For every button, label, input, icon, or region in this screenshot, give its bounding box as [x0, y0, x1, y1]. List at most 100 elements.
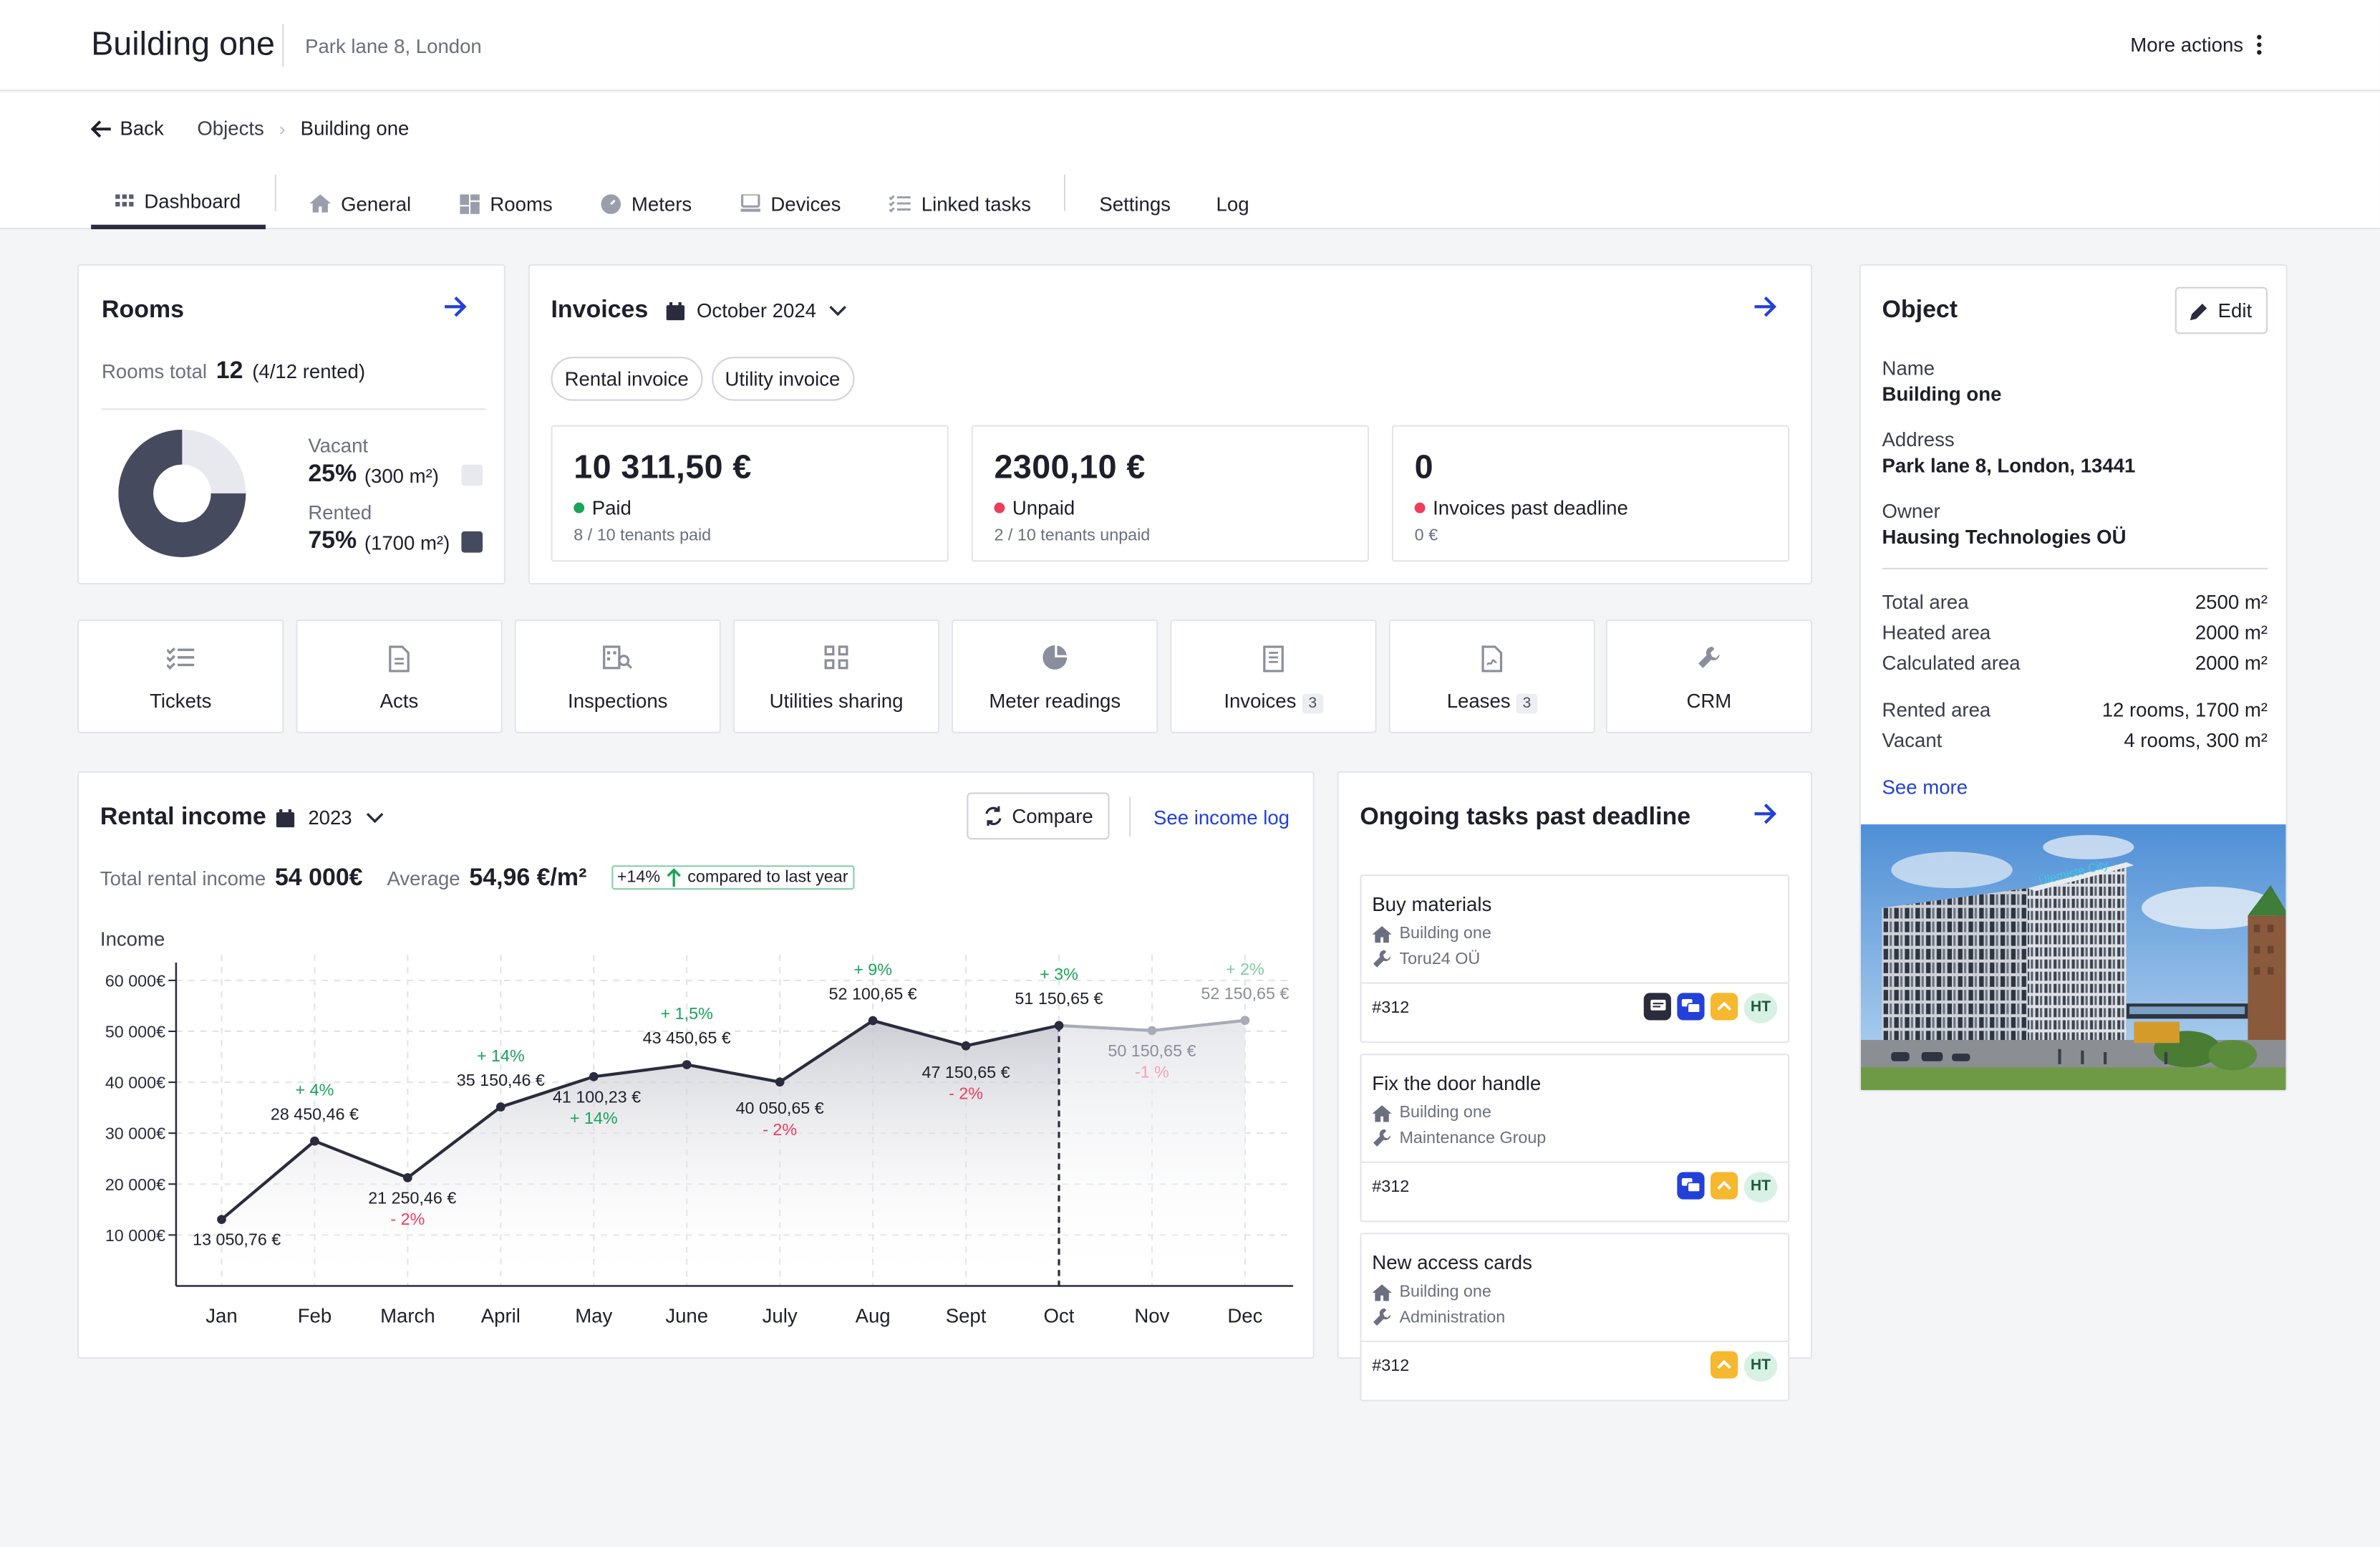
task-id: #312: [1372, 998, 1410, 1017]
unpaid-dot: [994, 502, 1005, 514]
tab-settings[interactable]: Settings: [1075, 163, 1194, 229]
tab-devices[interactable]: Devices: [716, 163, 865, 229]
data-point: [217, 1215, 226, 1225]
data-point: [1054, 1021, 1064, 1031]
vacant-area: (300 m²): [364, 463, 439, 487]
field-label: Address: [1882, 428, 1955, 451]
breadcrumb-objects[interactable]: Objects: [197, 117, 264, 140]
tab-meters[interactable]: Meters: [577, 163, 716, 229]
tile-tickets[interactable]: Tickets: [77, 619, 284, 733]
breadcrumb-current: Building one: [300, 117, 410, 140]
tile-badge: 3: [1516, 693, 1537, 714]
x-tick-label: Dec: [1227, 1304, 1262, 1326]
tile-leases[interactable]: Leases 3: [1388, 619, 1595, 733]
filter-utility-invoice[interactable]: Utility invoice: [711, 357, 854, 401]
see-more-link[interactable]: See more: [1882, 776, 1968, 799]
tab-rooms[interactable]: Rooms: [435, 163, 577, 229]
pencil-icon: [2190, 302, 2207, 320]
income-line-chart: 10 000€ 20 000€ 30 000€ 40 000€ 50 000€ 60 00…: [105, 955, 1294, 1326]
chevron-down-icon: [828, 304, 846, 316]
see-income-log-link[interactable]: See income log: [1153, 806, 1290, 829]
task-title: Buy materials: [1372, 892, 1492, 916]
data-label: 47 150,65 €: [922, 1063, 1010, 1081]
tile-label: CRM: [1686, 689, 1732, 713]
tile-acts[interactable]: Acts: [296, 619, 503, 733]
tab-log[interactable]: Log: [1195, 163, 1274, 229]
chart-ylabel: Income: [100, 927, 165, 950]
unpaid-amount: 2300,10 €: [994, 448, 1146, 486]
tab-general[interactable]: General: [285, 163, 435, 229]
compare-button[interactable]: Compare: [967, 792, 1110, 840]
y-tick-label: 30 000€: [105, 1124, 165, 1143]
period-select[interactable]: October 2024: [666, 299, 847, 322]
total-income-value: 54 000€: [274, 865, 363, 892]
tile-label: Leases: [1446, 689, 1511, 713]
tab-label: General: [341, 192, 412, 215]
tile-meter-readings[interactable]: Meter readings: [952, 619, 1158, 733]
chat-icon: [1677, 1171, 1705, 1199]
invoice-deadline-card: 0 Invoices past deadline 0 €: [1391, 425, 1790, 562]
data-label: 40 050,65 €: [736, 1099, 824, 1117]
x-tick-label: Feb: [298, 1304, 332, 1326]
rental-income-card: Rental income 2023 Compare See income lo…: [77, 771, 1315, 1359]
year-select[interactable]: 2023: [276, 806, 384, 829]
document-icon: [389, 645, 410, 673]
tile-label: Invoices: [1224, 689, 1297, 713]
data-point: [961, 1041, 971, 1051]
paid-sub: 8 / 10 tenants paid: [574, 526, 712, 546]
tab-dashboard[interactable]: Dashboard: [91, 163, 266, 230]
rented-area-value: 12 rooms, 1700 m²: [2101, 698, 2268, 721]
task-title: Fix the door handle: [1372, 1071, 1542, 1095]
task-title: New access cards: [1372, 1250, 1532, 1274]
area-label: Heated area: [1882, 620, 1991, 644]
more-actions-button[interactable]: More actions: [2130, 33, 2261, 57]
tile-label: Acts: [379, 689, 419, 713]
x-tick-label: Sept: [946, 1304, 987, 1326]
tab-bar: Dashboard General Rooms Meters Devices L…: [91, 163, 1274, 230]
filter-rental-invoice[interactable]: Rental invoice: [551, 357, 702, 401]
tile-crm[interactable]: CRM: [1605, 619, 1813, 733]
top-bar: Building one Park lane 8, London More ac…: [0, 0, 2380, 92]
task-card[interactable]: Fix the door handle Building one Mainten…: [1360, 1054, 1790, 1223]
change-label: + 2%: [1226, 960, 1264, 978]
rented-area-label: Rented area: [1882, 698, 1991, 721]
task-id: #312: [1372, 1356, 1410, 1375]
data-label: 52 150,65 €: [1201, 984, 1289, 1003]
change-label: + 4%: [296, 1081, 334, 1099]
assignee-avatar: HT: [1743, 992, 1778, 1023]
tile-label: Utilities sharing: [769, 689, 904, 713]
average-value: 54,96 €/m²: [469, 865, 587, 892]
tab-label: Dashboard: [144, 189, 241, 213]
data-point: [589, 1071, 599, 1081]
data-label: 35 150,46 €: [457, 1071, 545, 1089]
total-income-label: Total rental income: [100, 867, 266, 890]
data-label: 13 050,76 €: [193, 1230, 281, 1249]
priority-up-icon: [1711, 1171, 1738, 1199]
y-tick-label: 60 000€: [105, 971, 165, 990]
rooms-donut-chart: [118, 429, 246, 557]
field-value: Hausing Technologies OÜ: [1882, 525, 2127, 549]
tab-linked-tasks[interactable]: Linked tasks: [865, 163, 1055, 229]
breadcrumb: Back Objects › Building one: [91, 117, 409, 140]
task-card[interactable]: New access cards Building one Administra…: [1360, 1233, 1790, 1402]
rooms-arrow-icon[interactable]: [443, 294, 468, 324]
tile-utilities-sharing[interactable]: Utilities sharing: [732, 619, 940, 733]
home-icon: [1372, 1104, 1392, 1122]
invoices-arrow-icon[interactable]: [1753, 294, 1777, 324]
task-card[interactable]: Buy materials Building one Toru24 OÜ #31…: [1360, 874, 1790, 1044]
y-tick-label: 40 000€: [105, 1074, 165, 1092]
tab-label: Meters: [631, 192, 692, 215]
task-assignee: Toru24 OÜ: [1399, 949, 1481, 968]
data-point: [403, 1173, 412, 1182]
edit-button[interactable]: Edit: [2175, 286, 2268, 334]
area-value: 2000 m²: [2195, 620, 2268, 644]
tab-label: Linked tasks: [921, 192, 1031, 215]
wrench-icon: [1698, 647, 1720, 668]
home-icon: [1372, 925, 1392, 943]
back-button[interactable]: Back: [91, 117, 164, 140]
tasks-arrow-icon[interactable]: [1753, 801, 1777, 832]
x-tick-label: May: [575, 1304, 612, 1326]
more-actions-label: More actions: [2130, 33, 2244, 57]
tile-inspections[interactable]: Inspections: [514, 619, 721, 733]
tile-invoices[interactable]: Invoices 3: [1170, 619, 1377, 733]
